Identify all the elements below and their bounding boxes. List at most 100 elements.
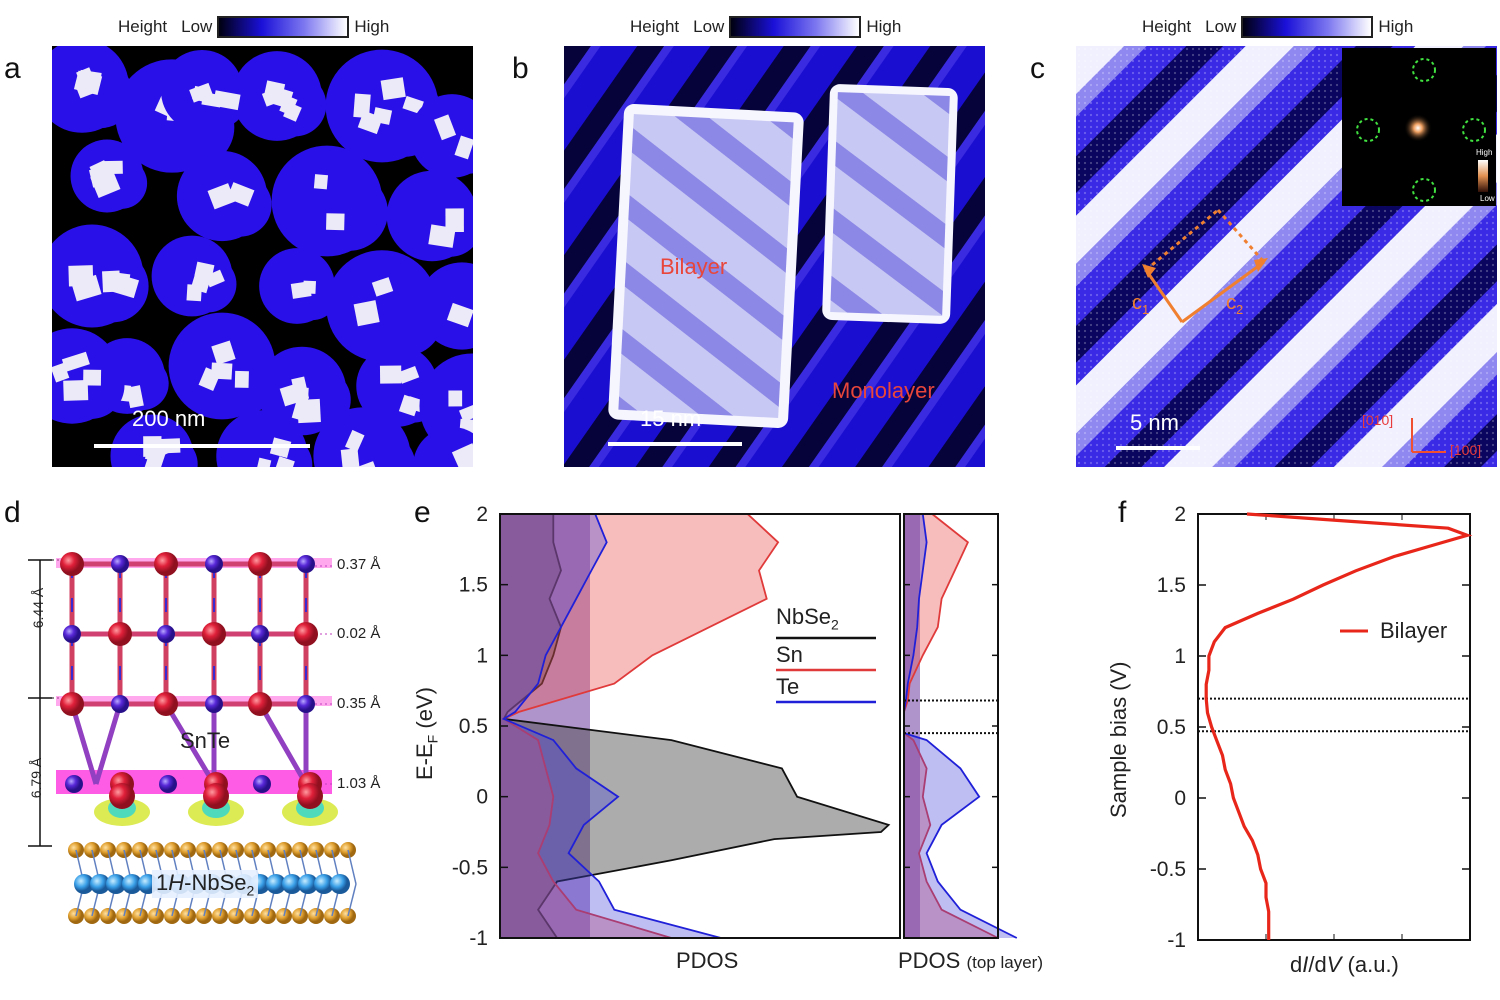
didv-xlabel: dI/dV (a.u.) (1290, 952, 1399, 977)
island (232, 51, 327, 141)
sn-atom (154, 692, 178, 716)
island (257, 346, 351, 436)
pdos-line-te (501, 513, 722, 939)
colorbar-high: High (1378, 17, 1414, 36)
island (418, 262, 473, 350)
colorbar-gradient (217, 16, 350, 38)
legend-sn: Sn (776, 642, 803, 667)
islands-map (52, 46, 473, 467)
unit-cell-vectors (1144, 208, 1266, 324)
pdos-area-sn (904, 514, 998, 938)
stm-image-b: Bilayer Monolayer 15 nm (564, 46, 985, 467)
colorbar-low: Low (693, 17, 725, 36)
didv-curve-bilayer (1204, 512, 1473, 940)
inset-low: Low (1480, 194, 1495, 203)
pdos-area-sn (500, 514, 779, 938)
colorbar-c: Height Low High (1142, 16, 1413, 38)
scale-bar-a (94, 444, 310, 448)
stm-image-c: c1 c2 [010] [100] 5 nm (1076, 46, 1497, 467)
scale-bar-b (608, 442, 742, 446)
te-atom (159, 775, 177, 793)
colorbar-low: Low (181, 17, 213, 36)
panel-label-c: c (1030, 52, 1045, 85)
te-atom (251, 625, 269, 643)
didv-chart: 2 1.5 1 0.5 0 -0.5 -1 (1150, 503, 1473, 952)
island (216, 410, 313, 467)
dim-bottom-label: 6.79 Å (28, 757, 45, 799)
island (413, 427, 473, 467)
island (161, 50, 248, 132)
pdos-area-nbse2 (500, 514, 889, 938)
island (52, 328, 125, 424)
te-atom (111, 555, 129, 573)
fft-inset: High Low (1342, 48, 1496, 206)
ytick-label: 0.5 (459, 715, 488, 738)
ytick-label: 0 (1174, 787, 1186, 810)
te-atom (157, 625, 175, 643)
disp-2: 0.02 Å (337, 625, 381, 642)
panel-label-d: d (4, 496, 21, 529)
island (313, 407, 416, 467)
sn-atom (108, 622, 132, 646)
legend-te: Te (776, 674, 800, 699)
panel-label-b: b (512, 52, 529, 85)
pdos-line-nbse2 (502, 513, 891, 939)
dim-top-label: 6.44 Å (30, 587, 47, 629)
te-atom (297, 695, 315, 713)
monolayer-label: Monolayer (832, 378, 935, 403)
sn-atom (297, 783, 323, 809)
pdos-line-sn (501, 513, 780, 939)
panel-label-e: e (414, 496, 431, 529)
island (52, 224, 149, 328)
island (410, 94, 473, 178)
ytick-label: 1.5 (459, 574, 488, 597)
ytick-label: 0.5 (1157, 716, 1186, 739)
ytick-label: 1 (476, 644, 488, 667)
pdos-chart: 2 1.5 1 0.5 0 -0.5 -1 (452, 503, 1018, 950)
island (110, 414, 198, 467)
panel-label-f: f (1118, 496, 1127, 529)
te-atom (253, 775, 271, 793)
ytick-label: -1 (1167, 929, 1186, 952)
te-atom (297, 555, 315, 573)
island (151, 235, 237, 317)
sn-atom (154, 552, 178, 576)
c2-label: c2 (1226, 292, 1244, 317)
inset-high: High (1476, 148, 1493, 157)
sn-atom (248, 692, 272, 716)
sn-atom (60, 692, 84, 716)
colorbar-high: High (354, 17, 390, 36)
island (271, 145, 388, 257)
te-atom (205, 555, 223, 573)
colorbar-gradient (1241, 16, 1374, 38)
dir-100-label: [100] (1450, 442, 1482, 458)
pdos-area-te (500, 514, 721, 938)
colorbar-high: High (866, 17, 902, 36)
didv-legend: Bilayer (1380, 618, 1448, 643)
sn-atom (202, 622, 226, 646)
colorbar-gradient (729, 16, 862, 38)
colorbar-title: Height (1142, 17, 1192, 36)
ytick-label: -1 (469, 927, 488, 950)
snte-label: SnTe (180, 728, 231, 753)
fft-pattern (1356, 58, 1488, 202)
ytick-label: -0.5 (1150, 858, 1186, 881)
ytick-label: -0.5 (452, 856, 488, 879)
island (259, 248, 339, 324)
colorbar-a: Height Low High (118, 16, 389, 38)
scale-label-c: 5 nm (1130, 410, 1179, 435)
bilayer-label: Bilayer (660, 254, 728, 279)
island (386, 170, 473, 262)
te-atom (111, 695, 129, 713)
sn-atom (109, 783, 135, 809)
ytick-label: 1.5 (1157, 574, 1186, 597)
te-atom (63, 625, 81, 643)
c1-label: c1 (1132, 292, 1150, 317)
colorbar-low: Low (1205, 17, 1237, 36)
sn-atom (248, 552, 272, 576)
island (176, 150, 272, 242)
scale-label-b: 15 nm (640, 406, 702, 431)
island (70, 139, 148, 213)
disp-1: 0.37 Å (337, 556, 381, 573)
stm-image-a: 200 nm (52, 46, 473, 467)
